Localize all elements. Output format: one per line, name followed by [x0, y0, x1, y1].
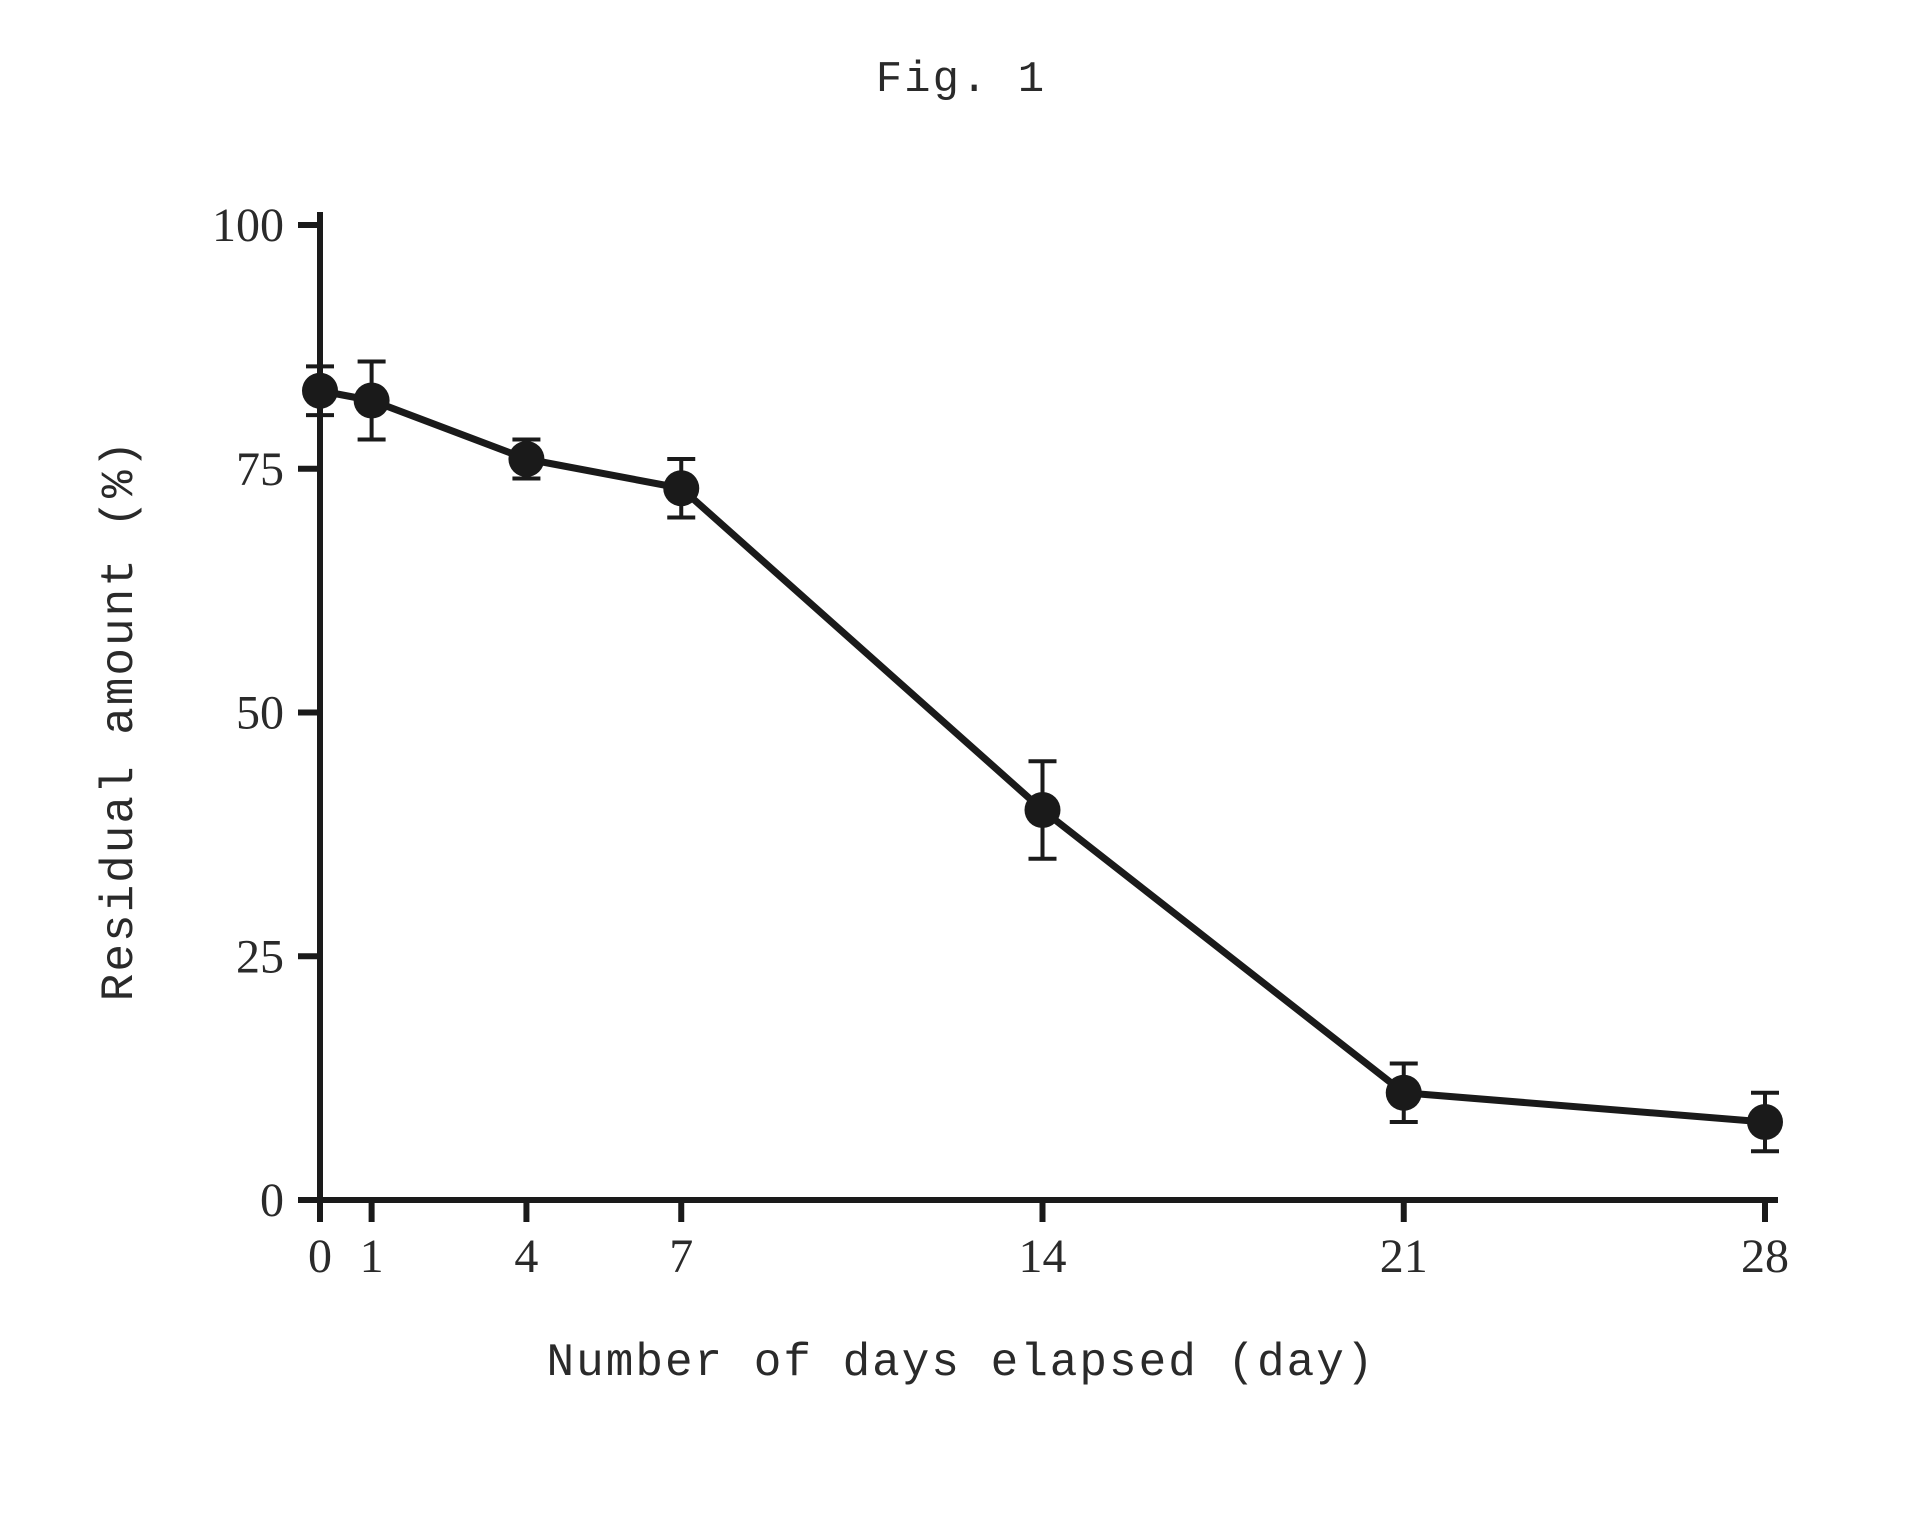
series-path: [320, 391, 1765, 1122]
y-ticks: 0 25 50 75 100: [212, 199, 320, 1227]
y-tick-label: 25: [236, 930, 284, 983]
data-point: [508, 441, 544, 477]
error-bars: [306, 362, 1779, 1152]
x-tick-label: 1: [360, 1230, 384, 1283]
x-tick-label: 21: [1380, 1230, 1428, 1283]
series-line: [320, 391, 1765, 1122]
data-point: [1747, 1104, 1783, 1140]
data-point: [1386, 1075, 1422, 1111]
figure-container: Fig. 1 Residual amount (%) Number of day…: [0, 0, 1922, 1529]
y-tick-label: 75: [236, 443, 284, 496]
x-tick-label: 7: [669, 1230, 693, 1283]
axes-group: [320, 215, 1775, 1200]
data-point: [302, 373, 338, 409]
y-tick-label: 100: [212, 199, 284, 252]
chart-svg: 0255075100 0147142128: [0, 0, 1922, 1529]
y-tick-label: 0: [260, 1174, 284, 1227]
data-point: [1025, 792, 1061, 828]
series-markers: [302, 373, 1783, 1140]
data-point: [663, 470, 699, 506]
data-point: [354, 383, 390, 419]
x-tick-label: 4: [514, 1230, 538, 1283]
y-tick-label: 50: [236, 687, 284, 740]
x-tick-label: 0: [308, 1230, 332, 1283]
x-tick-label: 14: [1019, 1230, 1067, 1283]
x-tick-label: 28: [1741, 1230, 1789, 1283]
x-ticks: 0147142128: [308, 1200, 1789, 1283]
